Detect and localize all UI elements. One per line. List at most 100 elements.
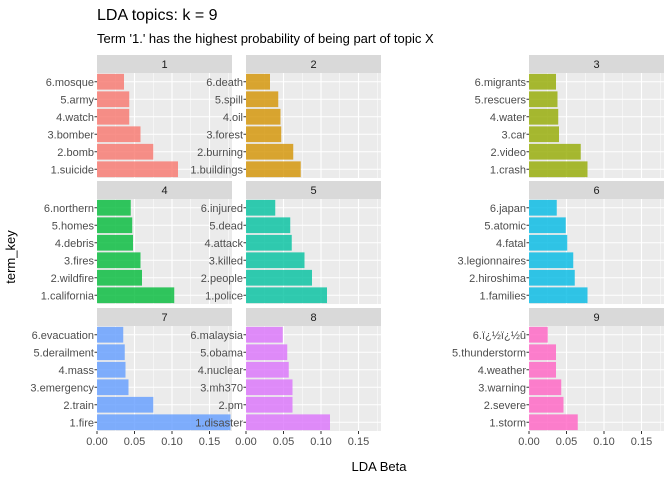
facet-strip-label: 3 — [593, 59, 599, 71]
facet-strip-label: 8 — [310, 312, 316, 324]
y-tick-label: 1.disaster — [195, 417, 243, 429]
bar — [529, 379, 562, 396]
y-tick-label: 4.weather — [478, 365, 527, 377]
facet-strip — [529, 55, 664, 73]
facet-strip — [97, 308, 232, 326]
bar — [529, 396, 564, 413]
y-tick-label: 2.people — [201, 273, 243, 285]
y-tick-label: 5.atomic — [484, 220, 526, 232]
facet-strip — [246, 181, 381, 199]
y-tick-label: 3.legionnaires — [458, 255, 527, 267]
facet-strip — [97, 55, 232, 73]
bar — [529, 414, 578, 431]
bar — [97, 73, 124, 90]
bar — [529, 143, 581, 160]
y-tick-label: 4.debris — [55, 238, 95, 250]
bar — [529, 287, 588, 304]
bar — [529, 217, 566, 234]
y-tick-label: 3.fires — [64, 255, 94, 267]
y-tick-label: 3.killed — [209, 255, 243, 267]
facet-strip — [246, 55, 381, 73]
bar — [97, 108, 130, 125]
y-tick-label: 1.fire — [70, 417, 94, 429]
facet-strip-label: 5 — [310, 185, 316, 197]
bar — [529, 326, 548, 343]
x-axis-title: LDA Beta — [352, 459, 408, 474]
bar — [97, 379, 129, 396]
bar — [246, 326, 283, 343]
bar — [97, 161, 178, 178]
x-tick-label: 0.10 — [161, 436, 182, 448]
facet-panel-4: 4 6.northern 5.homes 4.debris 3.fires 2.wildf… — [41, 181, 232, 304]
bar — [97, 252, 141, 269]
y-tick-label: 2.severe — [484, 400, 526, 412]
y-tick-label: 6.migrants — [475, 77, 527, 89]
facet-strip — [246, 308, 381, 326]
y-tick-label: 5.derailment — [33, 347, 94, 359]
facet-strip-label: 9 — [593, 312, 599, 324]
x-tick-label: 0.10 — [593, 436, 614, 448]
y-tick-label: 6.mosque — [46, 77, 94, 89]
bar — [529, 344, 556, 361]
y-tick-label: 4.mass — [59, 365, 95, 377]
facet-panel-1: 1 6.mosque 5.army 4.watch 3.bomber 2.bomb 1.su… — [46, 55, 232, 178]
bar — [529, 361, 556, 378]
y-tick-label: 4.water — [490, 112, 526, 124]
facet-panel-2: 2 6.death 5.spill 4.oil 3.forest 2.burning 1.b… — [190, 55, 381, 178]
y-tick-label: 6.japan — [490, 203, 526, 215]
y-tick-label: 1.suicide — [51, 164, 94, 176]
x-tick-label: 0.00 — [518, 436, 539, 448]
y-tick-label: 1.families — [480, 290, 527, 302]
bar — [529, 234, 568, 251]
facet-panel-6: 6 6.japan 5.atomic 4.fatal 3.legionnaires 2.h… — [458, 181, 664, 304]
y-tick-label: 4.attack — [204, 238, 243, 250]
bar — [97, 234, 133, 251]
y-tick-label: 6.northern — [44, 203, 94, 215]
y-tick-label: 4.nuclear — [198, 365, 244, 377]
x-tick-label: 0.15 — [348, 436, 369, 448]
y-tick-label: 2.bomb — [57, 147, 94, 159]
y-tick-label: 6.evacuation — [32, 330, 94, 342]
y-tick-label: 2.pm — [219, 400, 243, 412]
bar — [246, 269, 312, 286]
y-axis-title: term_key — [3, 230, 18, 284]
y-tick-label: 1.crash — [490, 164, 526, 176]
bar — [97, 91, 130, 108]
bar — [246, 379, 293, 396]
y-tick-label: 6.death — [206, 77, 243, 89]
bar — [246, 217, 291, 234]
facet-panel-7: 7 6.evacuation 5.derailment 4.mass 3.emergen… — [30, 308, 232, 448]
y-tick-label: 1.california — [41, 290, 95, 302]
facet-panel-8: 8 6.malaysia 5.obama 4.nuclear 3.mh370 2.pm 1.… — [190, 308, 381, 448]
bar — [246, 199, 276, 216]
facet-strip-label: 4 — [161, 185, 167, 197]
bar — [529, 269, 575, 286]
y-tick-label: 3.car — [502, 129, 527, 141]
facet-strip-label: 7 — [161, 312, 167, 324]
y-tick-label: 3.mh370 — [200, 382, 243, 394]
bar — [529, 108, 559, 125]
y-tick-label: 5.rescuers — [475, 94, 527, 106]
bar — [246, 287, 327, 304]
bar — [97, 414, 231, 431]
y-tick-label: 4.oil — [223, 112, 243, 124]
y-tick-label: 6.injured — [201, 203, 243, 215]
x-tick-label: 0.00 — [235, 436, 256, 448]
y-tick-label: 1.storm — [489, 417, 526, 429]
bar — [246, 73, 270, 90]
bar — [246, 234, 292, 251]
facet-strip-label: 2 — [310, 59, 316, 71]
bar — [97, 287, 175, 304]
y-tick-label: 2.hiroshima — [469, 273, 527, 285]
y-tick-label: 5.homes — [52, 220, 95, 232]
bar — [246, 108, 281, 125]
bar — [529, 199, 557, 216]
bar — [246, 143, 294, 160]
facet-panel-3: 3 6.migrants 5.rescuers 4.water 3.car 2.video… — [475, 55, 664, 178]
y-tick-label: 1.buildings — [190, 164, 243, 176]
x-tick-label: 0.15 — [199, 436, 220, 448]
bar — [529, 126, 559, 143]
y-tick-label: 2.train — [63, 400, 94, 412]
bar — [97, 199, 131, 216]
